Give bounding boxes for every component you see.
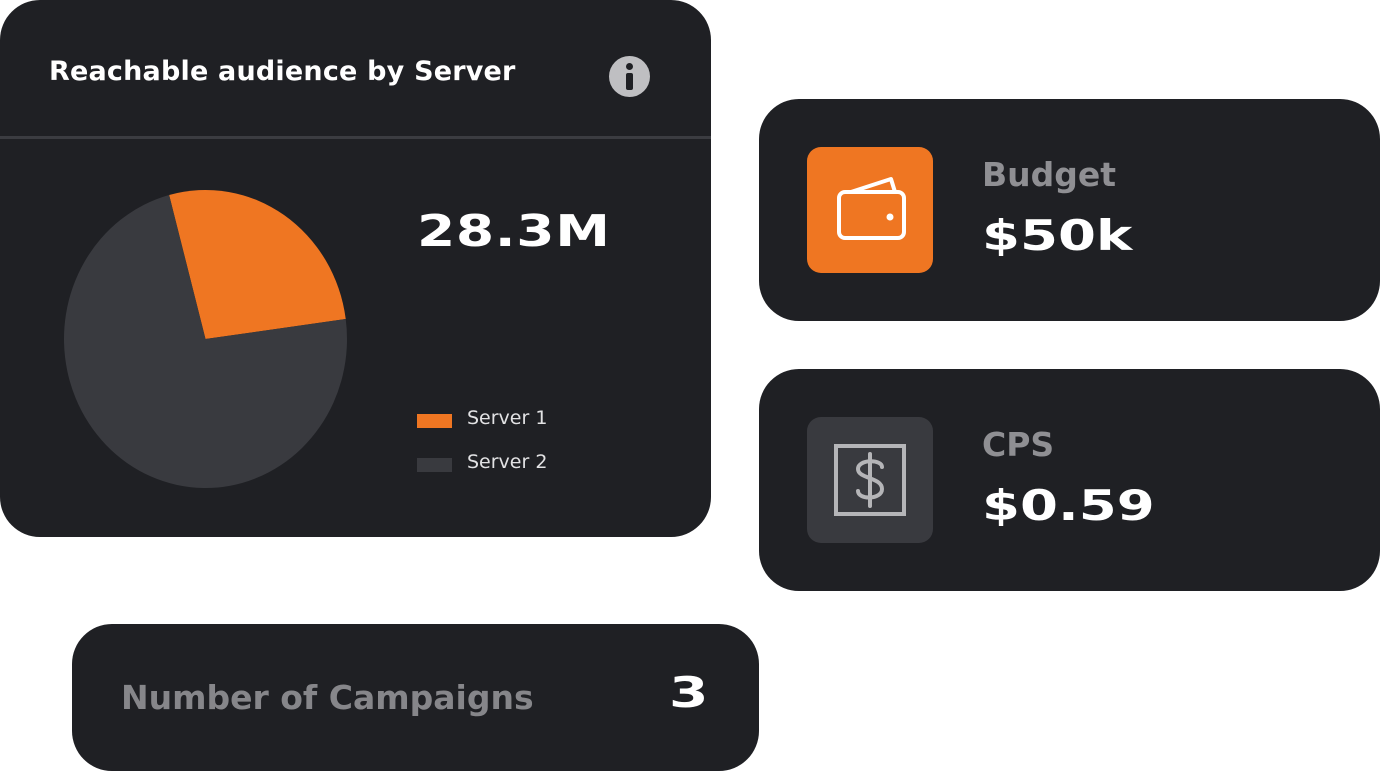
audience-card: Reachable audience by Server 28.3M Serve… [0,0,711,537]
audience-card-title: Reachable audience by Server [49,56,516,87]
budget-label: Budget [982,155,1117,194]
cps-icon-tile [807,417,933,543]
cps-value: $0.59 [982,481,1155,530]
wallet-icon [837,177,906,240]
campaigns-card: Number of Campaigns 3 [72,624,759,771]
legend-label-server-1: Server 1 [467,407,548,429]
cps-card: CPS $0.59 [759,369,1380,591]
pie-slice-server-1 [169,190,346,339]
legend-swatch-server-1 [417,414,452,428]
campaigns-label: Number of Campaigns [121,678,534,717]
pie-slice-server-2 [64,195,348,489]
info-icon[interactable] [609,56,650,97]
audience-pie-chart [64,190,348,489]
card-divider [0,136,711,139]
budget-icon-tile [807,147,933,273]
legend-label-server-2: Server 2 [467,451,548,473]
campaigns-value: 3 [669,668,709,717]
cps-label: CPS [982,425,1055,464]
budget-value: $50k [982,211,1133,260]
budget-card: Budget $50k [759,99,1380,321]
legend-swatch-server-2 [417,458,452,472]
dollar-icon [834,444,906,516]
audience-total: 28.3M [417,206,611,257]
